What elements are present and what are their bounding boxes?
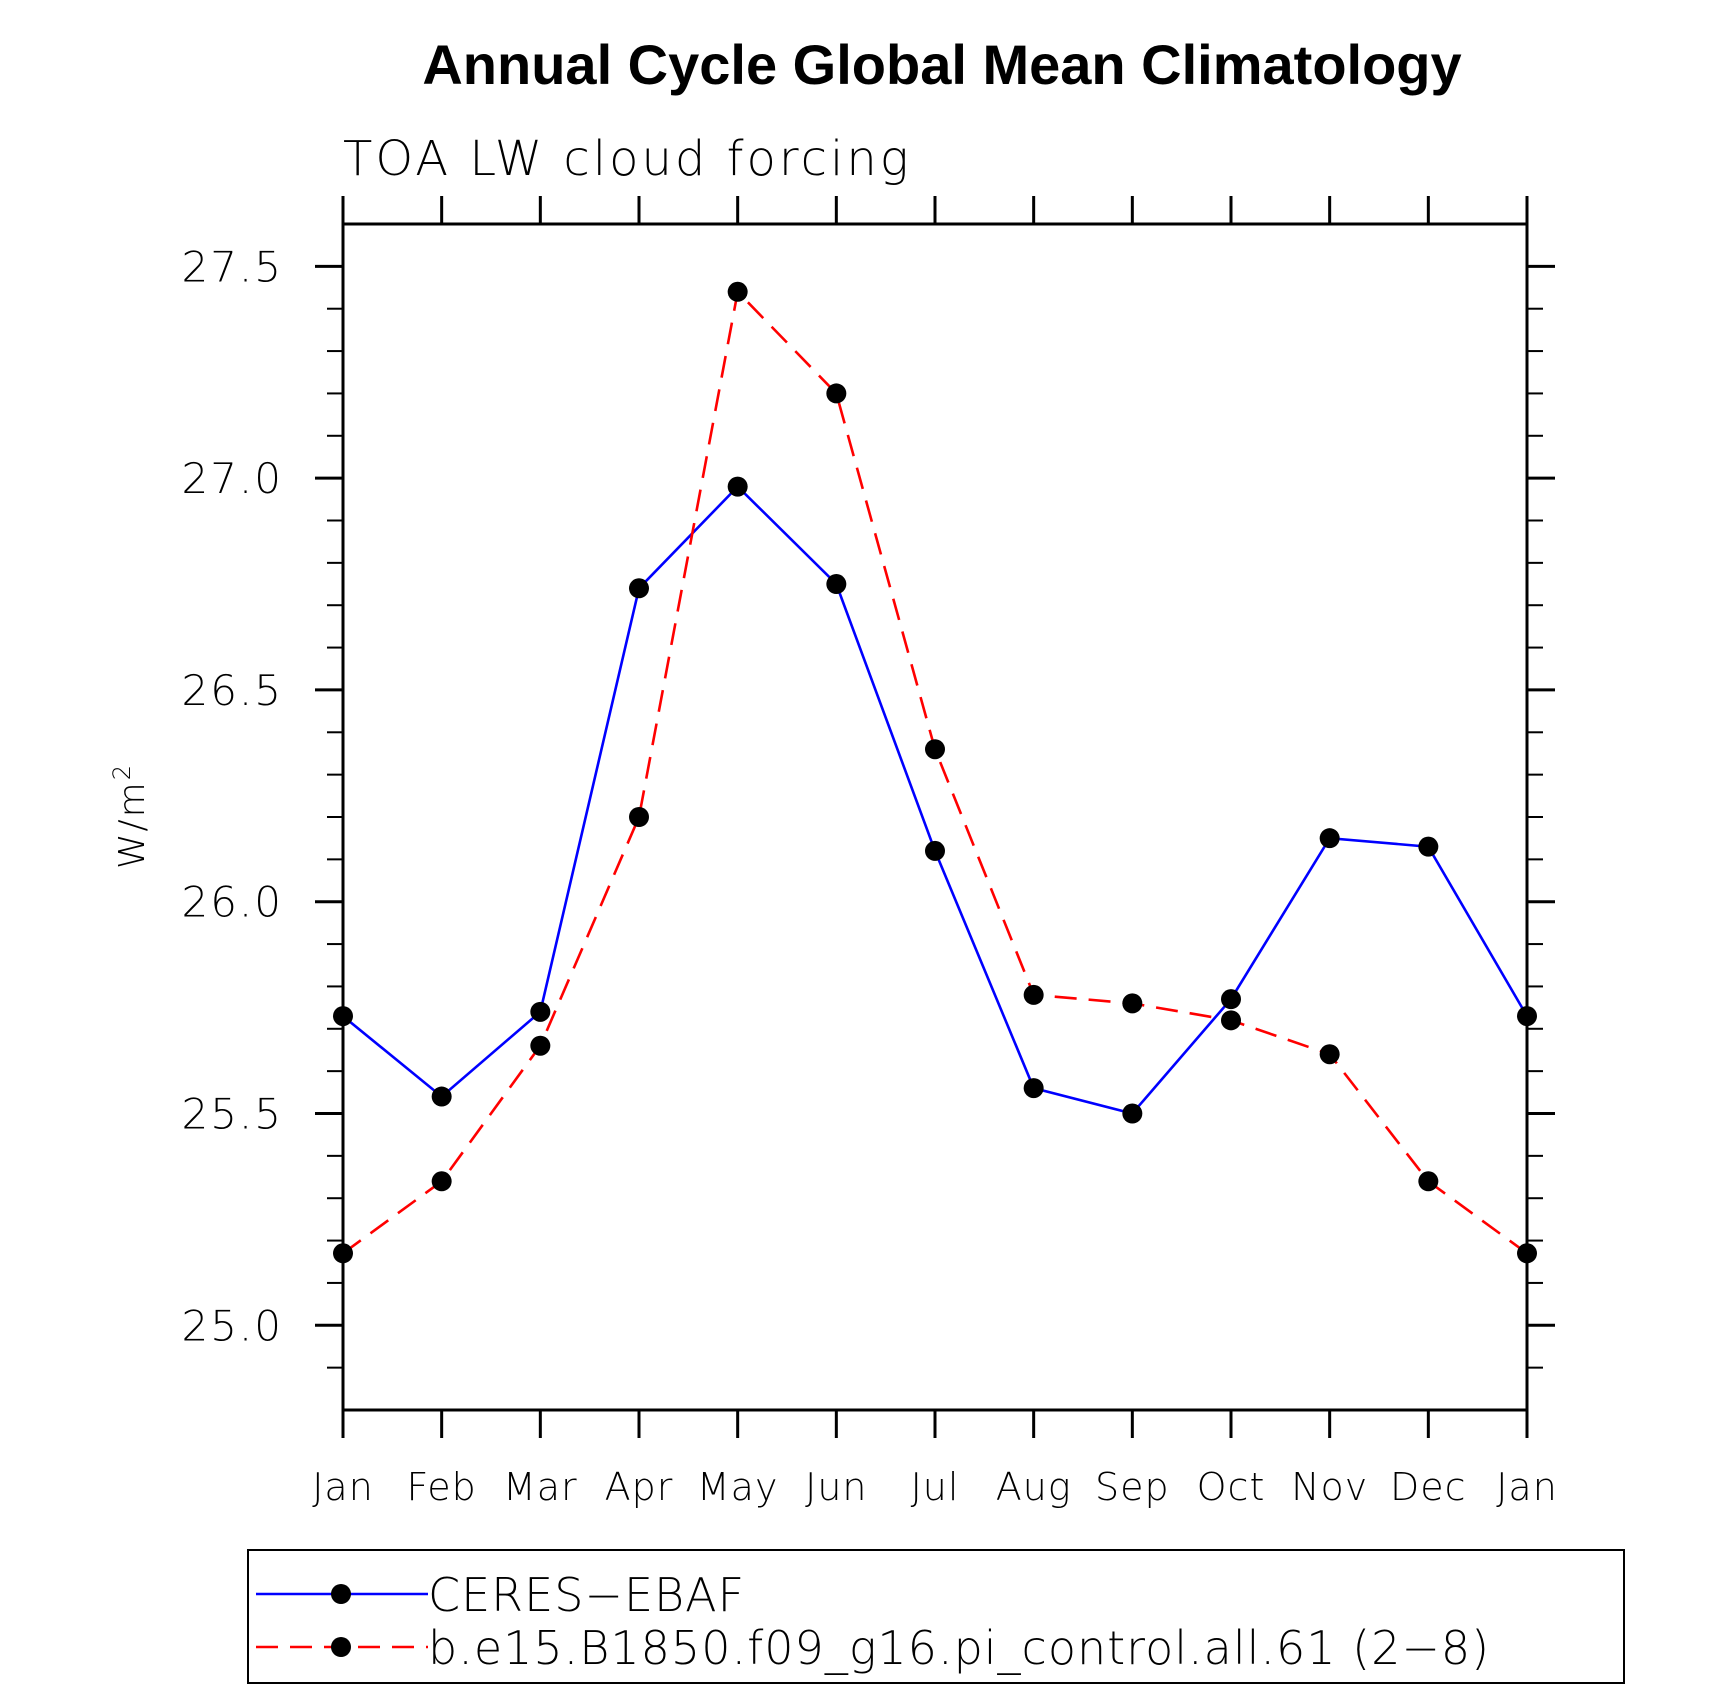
x-tick-label: Aug (996, 1465, 1072, 1509)
x-tick-label: May (697, 1465, 779, 1509)
data-point-series-2 (1418, 1171, 1439, 1192)
legend-box (247, 1549, 1625, 1684)
data-point-series-1 (1023, 1078, 1044, 1099)
legend-marker-2 (331, 1637, 351, 1657)
legend-label-2: b.e15.B1850.f09_g16.pi_control.all.61 (2… (428, 1621, 1490, 1675)
data-point-series-1 (925, 840, 945, 861)
data-point-series-1 (431, 1086, 452, 1107)
y-axis-label-text: W/m (112, 780, 153, 869)
axes: Jan Feb Mar Apr May Jun Jul Aug Sep Oct Nov Dec Jan 2… (181, 196, 1557, 1509)
series-line-1 (342, 484, 1529, 1115)
data-point-series-2 (1122, 993, 1143, 1014)
legend-marker-1 (331, 1584, 351, 1604)
data-point-series-1 (1122, 1103, 1143, 1124)
series-markers (333, 281, 1537, 1264)
data-point-series-1 (1319, 828, 1340, 849)
x-tick-label: Jan (1496, 1465, 1558, 1509)
data-point-series-2 (333, 1243, 353, 1264)
y-axis-label-superscript: 2 (108, 763, 136, 780)
y-tick-label: 25.5 (181, 1090, 283, 1139)
data-point-series-2 (1023, 984, 1044, 1005)
y-tick-label: 27.0 (181, 454, 283, 503)
data-point-series-1 (629, 578, 649, 599)
y-tick-label: 25.0 (181, 1301, 283, 1350)
x-tick-label: Feb (407, 1465, 477, 1509)
data-point-series-1 (333, 1006, 353, 1027)
data-point-series-1 (727, 476, 748, 497)
data-point-series-2 (1517, 1243, 1537, 1264)
x-tick-label: Dec (1390, 1465, 1467, 1509)
data-point-series-2 (431, 1171, 452, 1192)
data-point-series-2 (629, 807, 649, 827)
y-tick-label: 26.5 (181, 666, 283, 715)
chart-title: Annual Cycle Global Mean Climatology (422, 33, 1461, 96)
data-point-series-1 (1221, 989, 1241, 1010)
x-tick-label: Nov (1291, 1465, 1368, 1509)
x-tick-label: Apr (605, 1465, 674, 1509)
data-point-series-1 (530, 1001, 551, 1022)
x-tick-label: Mar (503, 1465, 578, 1509)
legend: CERES−EBAFb.e15.B1850.f09_g16.pi_control… (247, 1549, 1625, 1684)
series-lines (342, 289, 1529, 1255)
legend-label-1: CERES−EBAF (428, 1568, 745, 1622)
data-point-series-2 (1221, 1010, 1241, 1031)
x-tick-label: Jan (312, 1465, 374, 1509)
y-axis-label: W/m2 (108, 763, 153, 869)
x-tick-label: Jun (805, 1465, 867, 1509)
data-point-series-2 (826, 383, 847, 404)
y-tick-label: 26.0 (181, 878, 283, 927)
data-point-series-2 (1319, 1044, 1340, 1065)
data-point-series-2 (925, 739, 945, 760)
data-point-series-2 (727, 281, 748, 302)
x-tick-label: Oct (1197, 1465, 1266, 1509)
x-tick-label: Jul (911, 1465, 960, 1509)
x-tick-label: Sep (1095, 1465, 1170, 1509)
data-point-series-1 (1517, 1006, 1537, 1027)
plot-frame (341, 222, 1529, 1412)
y-tick-label: 27.5 (181, 242, 283, 291)
series-line-2 (342, 289, 1528, 1255)
chart-subtitle: TOA LW cloud forcing (343, 131, 912, 187)
data-point-series-1 (826, 574, 847, 595)
data-point-series-2 (530, 1035, 551, 1056)
data-point-series-1 (1418, 836, 1439, 857)
